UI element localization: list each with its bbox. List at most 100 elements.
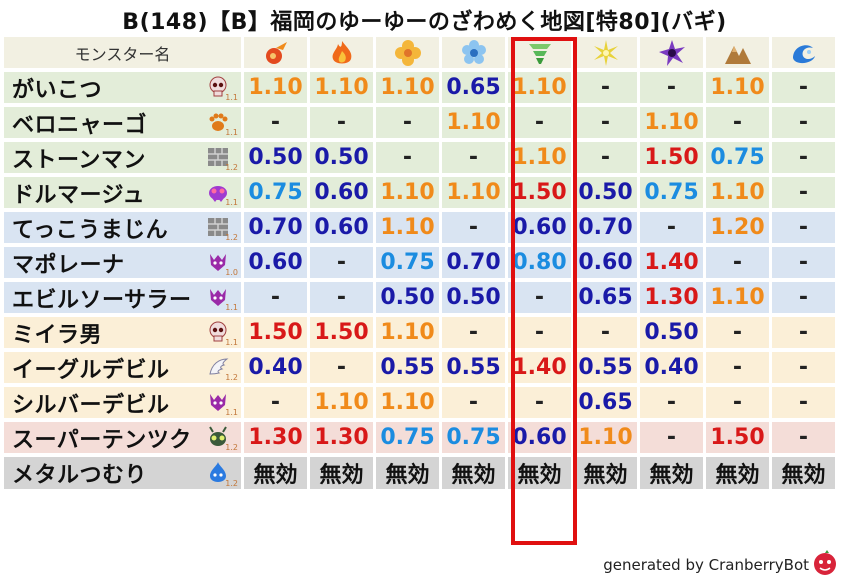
table-row: てっこうまじん 1.2 0.70 0.60 1.10-0.60 0.70-1.20- <box>4 212 838 247</box>
resistance-value: 1.20 <box>706 212 772 247</box>
paw-icon <box>207 111 229 133</box>
resistance-value: - <box>310 247 376 282</box>
resistance-value: 無効 <box>574 457 640 493</box>
resistance-value: 1.10 <box>706 177 772 212</box>
resistance-value: - <box>772 107 838 142</box>
resistance-value: - <box>772 422 838 457</box>
monster-name: てっこうまじん <box>12 217 169 243</box>
monster-name: ストーンマン <box>12 147 146 173</box>
resistance-value: - <box>640 72 706 107</box>
resistance-value: 無効 <box>640 457 706 493</box>
version-label: 1.2 <box>225 479 238 488</box>
resistance-value: 1.50 <box>508 177 574 212</box>
resistance-value: - <box>772 212 838 247</box>
resistance-value: 0.75 <box>376 247 442 282</box>
monster-name-cell: イーグルデビル 1.2 <box>4 352 244 387</box>
monster-name-cell: スーパーテンツク 1.2 <box>4 422 244 457</box>
monster-name-header: モンスター名 <box>4 37 244 72</box>
resistance-value: 1.50 <box>244 317 310 352</box>
resistance-value: 1.50 <box>640 142 706 177</box>
gira-flame-icon <box>332 40 351 63</box>
resistance-value: 1.10 <box>508 142 574 177</box>
monster-name-cell: ミイラ男 1.1 <box>4 317 244 352</box>
resistance-value: 0.50 <box>310 142 376 177</box>
version-label: 1.2 <box>225 443 238 452</box>
resistance-value: - <box>772 142 838 177</box>
resistance-value: 1.10 <box>442 177 508 212</box>
element-header-doruma <box>640 37 706 72</box>
monster-name-cell: ストーンマン 1.2 <box>4 142 244 177</box>
resistance-value: - <box>574 317 640 352</box>
resistance-value: 1.10 <box>376 387 442 422</box>
monster-name: シルバーデビル <box>12 392 170 418</box>
monster-name-cell: メタルつむり 1.2 <box>4 457 244 493</box>
resistance-value: - <box>574 142 640 177</box>
io-explosion-icon <box>394 39 421 66</box>
resistance-value: 1.10 <box>376 212 442 247</box>
resistance-value: 0.60 <box>310 212 376 247</box>
monster-name: エビルソーサラー <box>12 287 192 313</box>
resistance-value: 0.65 <box>442 72 508 107</box>
resistance-value: - <box>310 352 376 387</box>
resistance-value: 0.50 <box>640 317 706 352</box>
water-wave-icon <box>792 44 815 63</box>
resistance-value: - <box>574 107 640 142</box>
resistance-value: - <box>772 352 838 387</box>
resistance-value: 1.10 <box>376 72 442 107</box>
monster-name: マポレーナ <box>12 252 125 278</box>
resistance-value: 0.55 <box>574 352 640 387</box>
resistance-value: - <box>772 72 838 107</box>
skull-icon <box>207 76 229 98</box>
resistance-value: - <box>640 387 706 422</box>
monster-name-cell: がいこつ 1.1 <box>4 72 244 107</box>
resistance-value: 0.60 <box>508 422 574 457</box>
resistance-table: モンスター名 <box>4 37 838 493</box>
resistance-value: 0.75 <box>706 142 772 177</box>
version-label: 1.1 <box>225 338 238 347</box>
resistance-value: 0.75 <box>442 422 508 457</box>
monster-name-cell: ドルマージュ 1.1 <box>4 177 244 212</box>
resistance-value: 0.70 <box>574 212 640 247</box>
resistance-value: - <box>244 282 310 317</box>
resistance-value: 0.75 <box>640 177 706 212</box>
monster-name: イーグルデビル <box>12 357 170 383</box>
resistance-value: 無効 <box>310 457 376 493</box>
resistance-value: 無効 <box>772 457 838 493</box>
resistance-value: - <box>508 387 574 422</box>
monster-name-cell: シルバーデビル 1.1 <box>4 387 244 422</box>
resistance-value: 無効 <box>376 457 442 493</box>
resistance-value: - <box>772 177 838 212</box>
resistance-value: - <box>376 142 442 177</box>
element-header-jibaria <box>706 37 772 72</box>
element-header-hyado <box>442 37 508 72</box>
doruma-dark-icon <box>658 39 685 66</box>
resistance-value: 0.60 <box>310 177 376 212</box>
resistance-value: 0.40 <box>244 352 310 387</box>
table-row: シルバーデビル 1.1-1.10 1.10- -0.65- - - <box>4 387 838 422</box>
table-row: ストーンマン 1.2 0.50 0.50- -1.10-1.50 0.75- <box>4 142 838 177</box>
insect-icon <box>207 426 229 448</box>
version-label: 1.2 <box>225 373 238 382</box>
resistance-value: - <box>706 247 772 282</box>
mera-fire-icon <box>265 41 287 64</box>
table-row: イーグルデビル 1.2 0.40-0.55 0.55 1.40 0.55 0.40- - <box>4 352 838 387</box>
resistance-value: - <box>442 212 508 247</box>
footer-credit: generated by CranberryBot <box>603 556 809 574</box>
monster-name-cell: てっこうまじん 1.2 <box>4 212 244 247</box>
resistance-value: 1.10 <box>706 72 772 107</box>
resistance-value: 0.80 <box>508 247 574 282</box>
element-header-mera <box>244 37 310 72</box>
resistance-value: 1.10 <box>574 422 640 457</box>
resistance-value: - <box>442 387 508 422</box>
resistance-value: 無効 <box>508 457 574 493</box>
resistance-value: - <box>772 282 838 317</box>
demon-icon <box>207 251 229 273</box>
resistance-value: 1.50 <box>706 422 772 457</box>
resistance-value: 1.10 <box>442 107 508 142</box>
resistance-value: 0.60 <box>508 212 574 247</box>
resistance-value: 0.50 <box>244 142 310 177</box>
resistance-value: - <box>640 212 706 247</box>
table-row: ミイラ男 1.1 1.50 1.50 1.10- - -0.50- - <box>4 317 838 352</box>
bagi-wind-icon <box>528 43 551 64</box>
resistance-value: - <box>508 317 574 352</box>
